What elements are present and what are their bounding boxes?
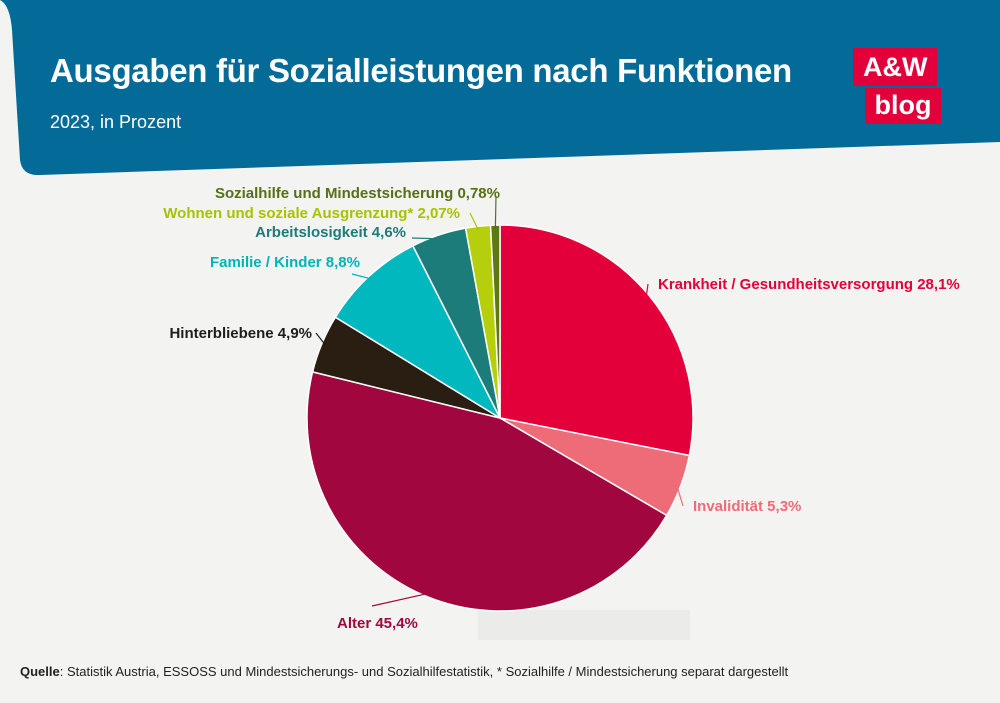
leader-line-8 [494, 195, 497, 230]
leader-line-6 [411, 237, 440, 240]
leader-line-2 [676, 484, 684, 507]
leader-line-3 [371, 592, 430, 607]
aw-blog-logo: A&W blog [853, 48, 941, 124]
leader-line-5 [351, 273, 373, 280]
slice-label-5: Familie / Kinder 8,8% [210, 254, 360, 271]
source-note: Quelle: Statistik Austria, ESSOSS und Mi… [20, 664, 788, 679]
pie-slice-5 [334, 244, 502, 421]
logo-blog-text: blog [865, 88, 941, 124]
logo-aw-text: A&W [853, 48, 937, 86]
slice-label-1: Krankheit / Gesundheitsversorgung 28,1% [658, 276, 960, 293]
leader-line-4 [315, 332, 327, 346]
pie-shadow [478, 610, 690, 640]
slice-label-7: Wohnen und soziale Ausgrenzung* 2,07% [163, 205, 460, 222]
chart-subtitle: 2023, in Prozent [50, 112, 182, 132]
slice-label-6: Arbeitslosigkeit 4,6% [255, 224, 406, 241]
pie-slice-1 [499, 224, 694, 457]
slice-label-3: Alter 45,4% [337, 615, 418, 632]
slice-label-8: Sozialhilfe und Mindestsicherung 0,78% [215, 185, 500, 202]
source-text: : Statistik Austria, ESSOSS und Mindests… [59, 664, 789, 679]
slice-label-2: Invalidität 5,3% [693, 498, 801, 515]
source-label: Quelle [20, 664, 60, 679]
header-banner [0, 0, 1000, 176]
pie-slice-3 [306, 370, 668, 612]
slice-labels: Krankheit / Gesundheitsversorgung 28,1% I… [163, 185, 959, 632]
pie-slices [306, 224, 694, 612]
leader-line-1 [645, 283, 649, 299]
leader-lines [315, 195, 684, 607]
chart-title: Ausgaben für Sozialleistungen nach Funkt… [50, 52, 792, 89]
slice-label-4: Hinterbliebene 4,9% [169, 325, 312, 342]
leader-line-7 [469, 212, 480, 231]
